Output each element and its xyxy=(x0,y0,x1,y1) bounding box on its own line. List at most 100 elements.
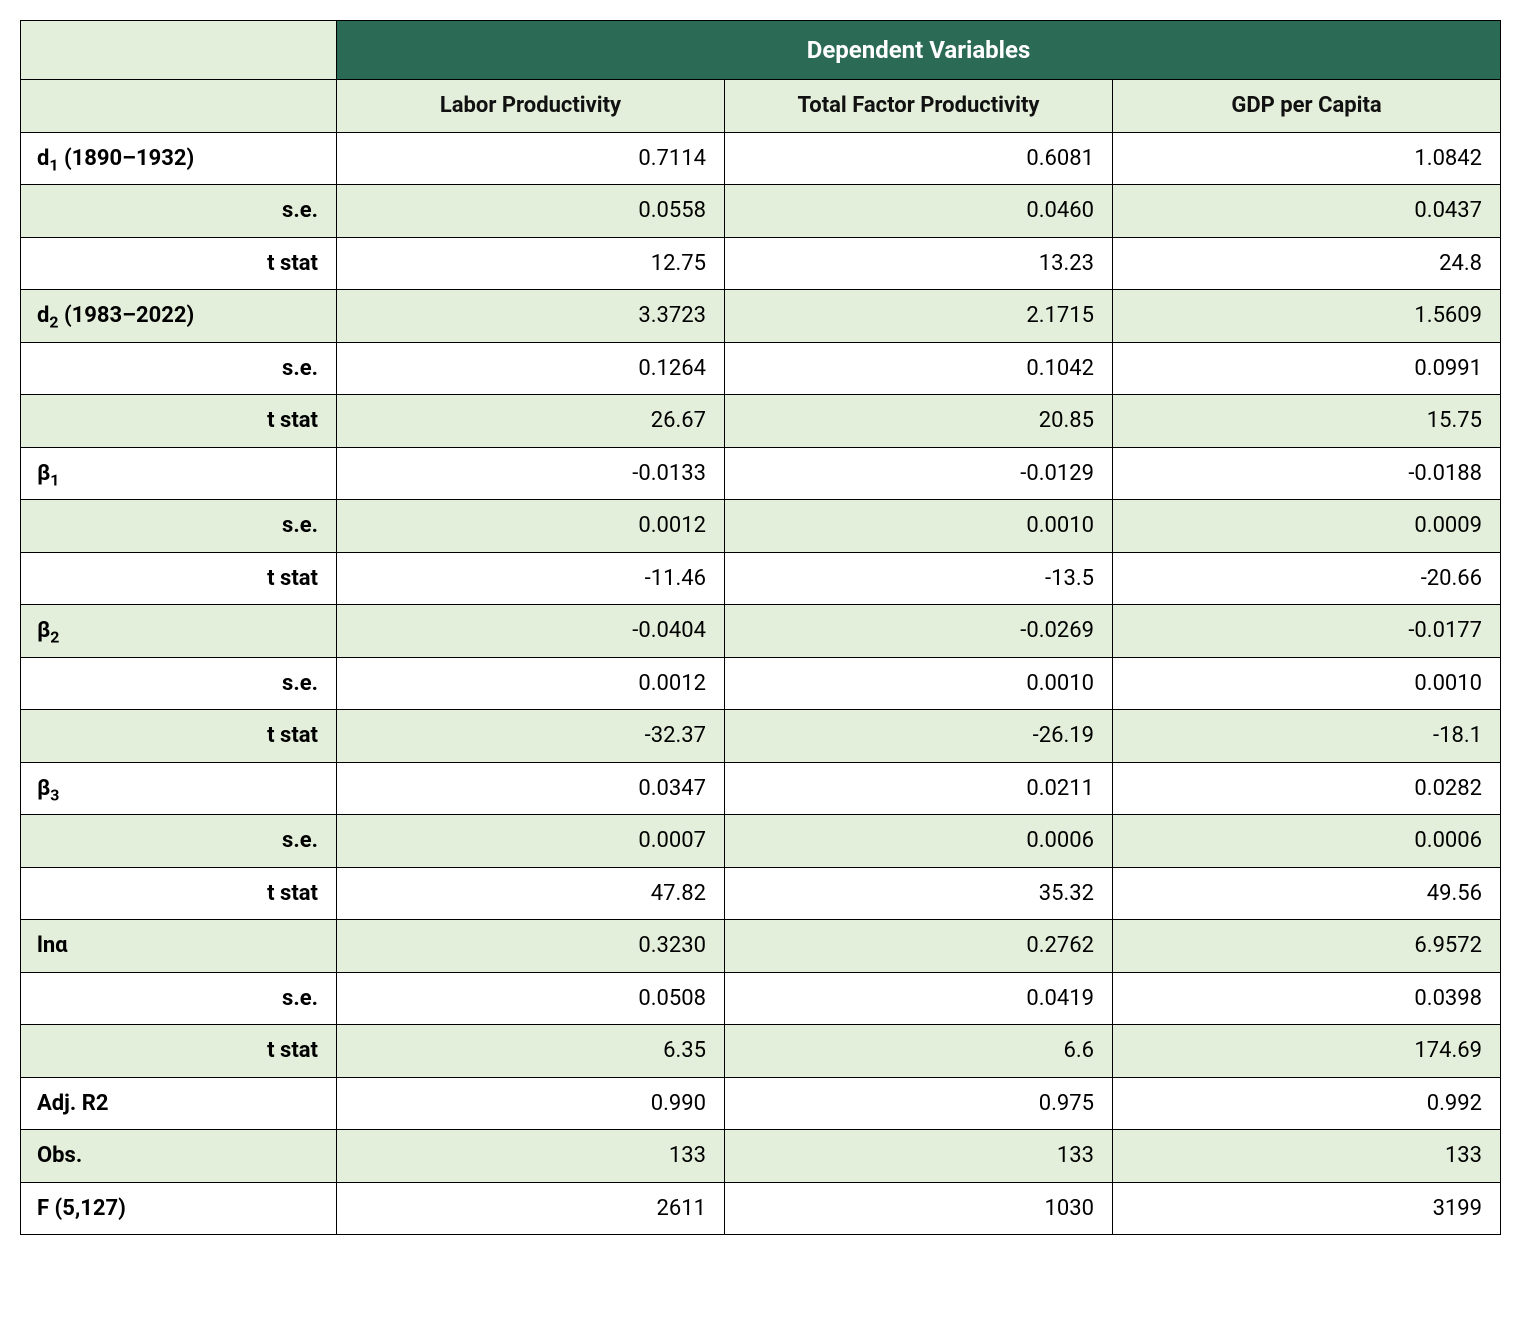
value-cell: 3.3723 xyxy=(337,290,725,343)
value-cell: -11.46 xyxy=(337,552,725,605)
value-cell: 20.85 xyxy=(725,395,1113,448)
table-row: s.e.0.00070.00060.0006 xyxy=(21,815,1501,868)
subhead-empty-cell xyxy=(21,80,337,133)
table-row: s.e.0.05580.04600.0437 xyxy=(21,185,1501,238)
value-cell: 133 xyxy=(725,1130,1113,1183)
value-cell: 0.1264 xyxy=(337,342,725,395)
value-cell: 0.0010 xyxy=(725,500,1113,553)
row-sublabel: t stat xyxy=(21,867,337,920)
row-sublabel: s.e. xyxy=(21,185,337,238)
value-cell: 0.0012 xyxy=(337,657,725,710)
value-cell: 6.6 xyxy=(725,1025,1113,1078)
value-cell: 0.0010 xyxy=(725,657,1113,710)
table-row: t stat6.356.6174.69 xyxy=(21,1025,1501,1078)
table-row: Obs.133133133 xyxy=(21,1130,1501,1183)
value-cell: 0.0007 xyxy=(337,815,725,868)
row-sublabel: t stat xyxy=(21,552,337,605)
value-cell: -0.0269 xyxy=(725,605,1113,658)
table-row: lnα0.32300.27626.9572 xyxy=(21,920,1501,973)
table-row: Adj. R20.9900.9750.992 xyxy=(21,1077,1501,1130)
table-header-row-spanner: Dependent Variables xyxy=(21,21,1501,80)
value-cell: 0.0437 xyxy=(1113,185,1501,238)
value-cell: 0.1042 xyxy=(725,342,1113,395)
dependent-variables-spanner: Dependent Variables xyxy=(337,21,1501,80)
row-label: Adj. R2 xyxy=(21,1077,337,1130)
row-sublabel: s.e. xyxy=(21,500,337,553)
value-cell: 6.9572 xyxy=(1113,920,1501,973)
value-cell: 24.8 xyxy=(1113,237,1501,290)
value-cell: 0.2762 xyxy=(725,920,1113,973)
table-row: d2 (1983–2022)3.37232.17151.5609 xyxy=(21,290,1501,343)
table-row: d1 (1890–1932)0.71140.60811.0842 xyxy=(21,132,1501,185)
column-header: GDP per Capita xyxy=(1113,80,1501,133)
value-cell: -0.0133 xyxy=(337,447,725,500)
value-cell: -0.0404 xyxy=(337,605,725,658)
value-cell: 1.0842 xyxy=(1113,132,1501,185)
value-cell: 0.0558 xyxy=(337,185,725,238)
table-row: s.e.0.00120.00100.0010 xyxy=(21,657,1501,710)
table-row: β1-0.0133-0.0129-0.0188 xyxy=(21,447,1501,500)
value-cell: 0.3230 xyxy=(337,920,725,973)
value-cell: 12.75 xyxy=(337,237,725,290)
table-row: s.e.0.12640.10420.0991 xyxy=(21,342,1501,395)
value-cell: -0.0177 xyxy=(1113,605,1501,658)
table-row: t stat26.6720.8515.75 xyxy=(21,395,1501,448)
value-cell: 0.0460 xyxy=(725,185,1113,238)
value-cell: 26.67 xyxy=(337,395,725,448)
value-cell: 0.0419 xyxy=(725,972,1113,1025)
value-cell: 49.56 xyxy=(1113,867,1501,920)
value-cell: 0.0508 xyxy=(337,972,725,1025)
row-label: d2 (1983–2022) xyxy=(21,290,337,343)
table-row: β2-0.0404-0.0269-0.0177 xyxy=(21,605,1501,658)
value-cell: -0.0188 xyxy=(1113,447,1501,500)
row-label: F (5,127) xyxy=(21,1182,337,1235)
regression-table: Dependent Variables Labor Productivity T… xyxy=(20,20,1501,1235)
value-cell: 13.23 xyxy=(725,237,1113,290)
value-cell: 0.990 xyxy=(337,1077,725,1130)
value-cell: 0.0282 xyxy=(1113,762,1501,815)
value-cell: 2.1715 xyxy=(725,290,1113,343)
table-row: β30.03470.02110.0282 xyxy=(21,762,1501,815)
value-cell: 0.0006 xyxy=(725,815,1113,868)
value-cell: -26.19 xyxy=(725,710,1113,763)
row-sublabel: s.e. xyxy=(21,657,337,710)
value-cell: -20.66 xyxy=(1113,552,1501,605)
value-cell: 1030 xyxy=(725,1182,1113,1235)
table-row: s.e.0.05080.04190.0398 xyxy=(21,972,1501,1025)
row-label: β2 xyxy=(21,605,337,658)
value-cell: 0.0398 xyxy=(1113,972,1501,1025)
row-sublabel: s.e. xyxy=(21,342,337,395)
value-cell: 2611 xyxy=(337,1182,725,1235)
value-cell: -13.5 xyxy=(725,552,1113,605)
value-cell: 35.32 xyxy=(725,867,1113,920)
table-body: d1 (1890–1932)0.71140.60811.0842s.e.0.05… xyxy=(21,132,1501,1235)
value-cell: 6.35 xyxy=(337,1025,725,1078)
value-cell: 0.0009 xyxy=(1113,500,1501,553)
row-sublabel: t stat xyxy=(21,395,337,448)
column-header: Labor Productivity xyxy=(337,80,725,133)
table-row: F (5,127)261110303199 xyxy=(21,1182,1501,1235)
row-sublabel: s.e. xyxy=(21,972,337,1025)
value-cell: 0.975 xyxy=(725,1077,1113,1130)
row-label: β1 xyxy=(21,447,337,500)
value-cell: 0.0211 xyxy=(725,762,1113,815)
row-sublabel: t stat xyxy=(21,1025,337,1078)
table-row: t stat47.8235.3249.56 xyxy=(21,867,1501,920)
row-label: lnα xyxy=(21,920,337,973)
value-cell: 47.82 xyxy=(337,867,725,920)
value-cell: 0.0012 xyxy=(337,500,725,553)
table-row: s.e.0.00120.00100.0009 xyxy=(21,500,1501,553)
row-label: Obs. xyxy=(21,1130,337,1183)
row-label: d1 (1890–1932) xyxy=(21,132,337,185)
value-cell: 0.0991 xyxy=(1113,342,1501,395)
row-sublabel: t stat xyxy=(21,710,337,763)
value-cell: -32.37 xyxy=(337,710,725,763)
value-cell: 133 xyxy=(1113,1130,1501,1183)
value-cell: 0.0010 xyxy=(1113,657,1501,710)
value-cell: 133 xyxy=(337,1130,725,1183)
value-cell: 1.5609 xyxy=(1113,290,1501,343)
row-sublabel: t stat xyxy=(21,237,337,290)
value-cell: 3199 xyxy=(1113,1182,1501,1235)
value-cell: 0.6081 xyxy=(725,132,1113,185)
table-row: t stat12.7513.2324.8 xyxy=(21,237,1501,290)
